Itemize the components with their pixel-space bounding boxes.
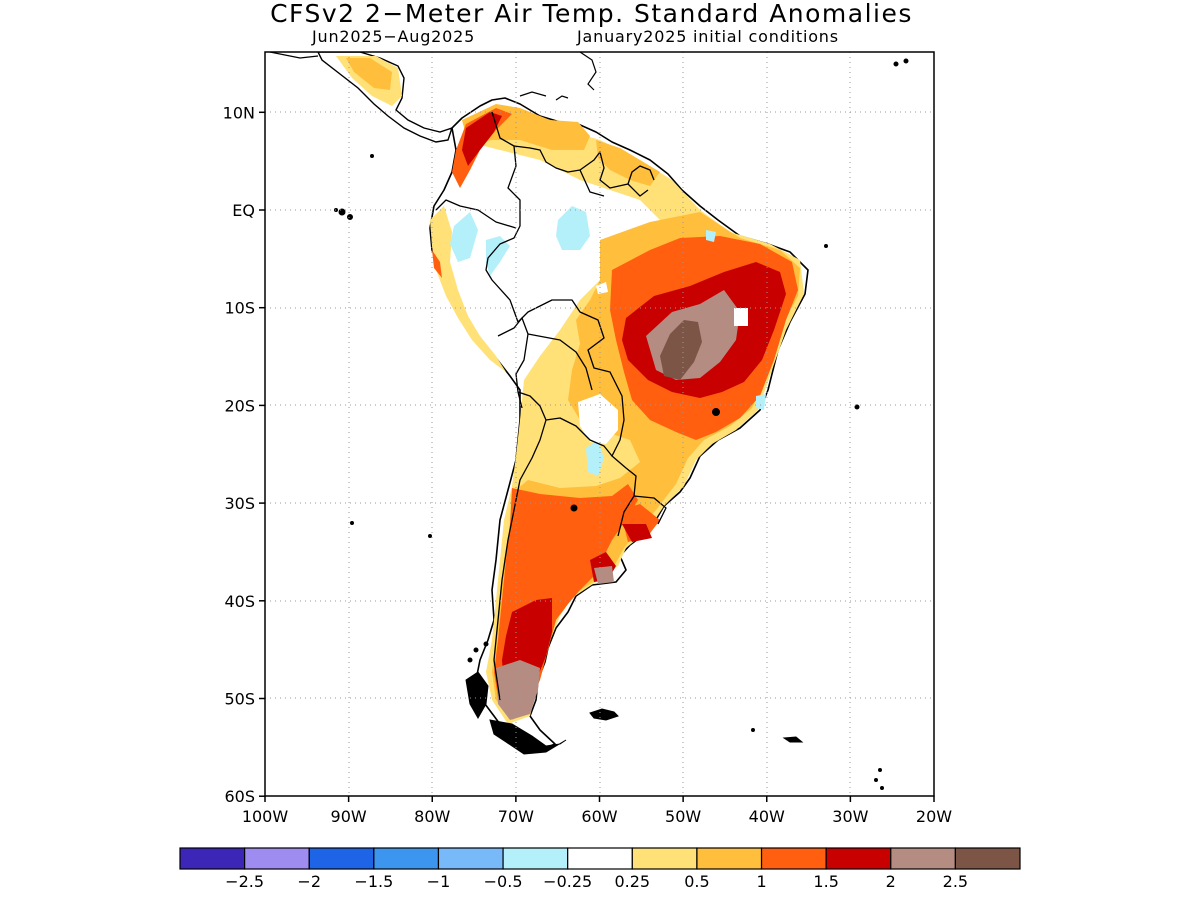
colorbar-label: 2 [886, 872, 896, 891]
colorbar [179, 847, 1021, 870]
colorbar-swatch [760, 847, 827, 870]
lon-tick-label: 20W [916, 807, 952, 826]
colorbar-swatch [890, 847, 956, 870]
lat-tick-label: 30S [224, 494, 255, 513]
lon-tick-label: 30W [832, 807, 868, 826]
colorbar-labels: −2.5 −2 −1.5 −1 −0.5 −0.25 0.25 0.5 1 1.5 2 2.5 [225, 872, 968, 891]
colorbar-label: 0.25 [614, 872, 650, 891]
lon-tick-label: 40W [749, 807, 785, 826]
colorbar-label: −2 [297, 872, 321, 891]
colorbar-swatch [825, 847, 892, 870]
lat-tick-label: EQ [232, 201, 255, 220]
gridlines [265, 52, 934, 796]
colorbar-label: 0.5 [684, 872, 709, 891]
colorbar-label: −1 [427, 872, 451, 891]
colorbar-swatch [696, 847, 763, 870]
colorbar-swatch [502, 847, 569, 870]
longitude-labels: 100W 90W 80W 70W 60W 50W 40W 30W 20W [242, 807, 952, 826]
axis-ticks [259, 111, 935, 802]
lat-tick-label: 20S [224, 396, 255, 415]
colorbar-swatch [437, 847, 504, 870]
lon-tick-label: 60W [581, 807, 617, 826]
colorbar-swatch [179, 847, 246, 870]
lon-tick-label: 50W [665, 807, 701, 826]
anomaly-shading [336, 56, 804, 724]
lat-tick-label: 10N [223, 103, 255, 122]
colorbar-swatch [373, 847, 440, 870]
colorbar-label: 2.5 [943, 872, 968, 891]
colorbar-label: −0.25 [543, 872, 592, 891]
colorbar-label: 1 [756, 872, 766, 891]
lat-tick-label: 40S [224, 592, 255, 611]
lon-tick-label: 80W [414, 807, 450, 826]
colorbar-swatch [631, 847, 698, 870]
islands [334, 58, 909, 790]
colorbar-label: −1.5 [354, 872, 393, 891]
caribbean-coast [269, 52, 597, 101]
colorbar-swatch [954, 847, 1021, 870]
lon-tick-label: 90W [331, 807, 367, 826]
latitude-labels: 10N EQ 10S 20S 30S 40S 50S 60S [223, 103, 255, 806]
colorbar-label: −2.5 [225, 872, 264, 891]
colorbar-swatch [567, 847, 633, 870]
forecast-period: Jun2025−Aug2025 [312, 27, 476, 46]
initial-conditions: January2025 initial conditions [577, 27, 839, 46]
map-title: CFSv2 2−Meter Air Temp. Standard Anomali… [270, 0, 913, 28]
lon-tick-label: 70W [498, 807, 534, 826]
colorbar-swatch [308, 847, 375, 870]
lat-tick-label: 10S [224, 299, 255, 318]
colorbar-label: −0.5 [484, 872, 523, 891]
country-borders [435, 111, 667, 701]
colorbar-swatch [244, 847, 310, 870]
lat-tick-label: 50S [224, 690, 255, 709]
lon-tick-label: 100W [242, 807, 289, 826]
lat-tick-label: 60S [224, 787, 255, 806]
colorbar-label: 1.5 [813, 872, 838, 891]
map-area [269, 52, 909, 790]
